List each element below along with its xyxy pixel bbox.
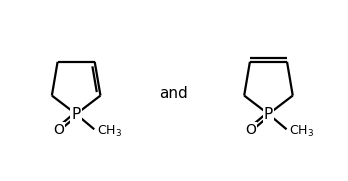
- Text: O: O: [53, 123, 64, 136]
- Text: P: P: [264, 107, 273, 122]
- Text: P: P: [72, 107, 81, 122]
- Text: O: O: [245, 123, 256, 136]
- Text: CH$_3$: CH$_3$: [97, 124, 122, 139]
- Text: CH$_3$: CH$_3$: [289, 124, 314, 139]
- Text: and: and: [160, 86, 188, 101]
